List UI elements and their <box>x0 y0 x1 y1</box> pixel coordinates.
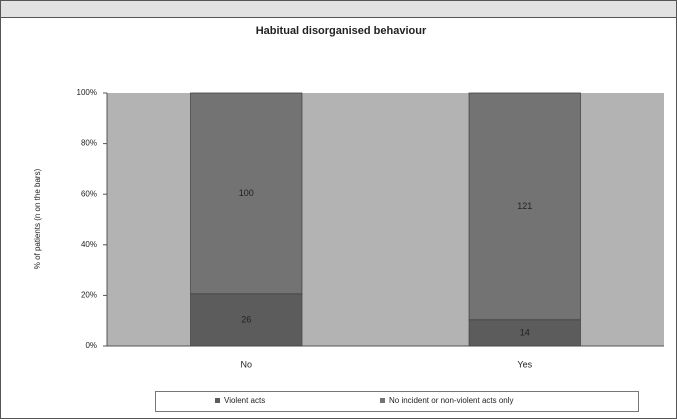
x-tick-label: No <box>240 359 252 369</box>
data-label: 121 <box>517 201 532 211</box>
legend-swatch <box>380 398 385 403</box>
data-label: 100 <box>239 188 254 198</box>
bar-segment <box>190 293 303 347</box>
data-label: 26 <box>241 314 251 324</box>
legend-swatch <box>215 398 220 403</box>
y-axis-label: % of patients (n on the bars) <box>33 168 42 269</box>
top-strip <box>0 0 677 18</box>
y-tick-label: 40% <box>81 240 97 249</box>
y-tick-label: 20% <box>81 291 97 300</box>
legend-label: Violent acts <box>224 396 265 405</box>
y-tick-label: 60% <box>81 189 97 198</box>
y-tick-label: 100% <box>77 88 97 97</box>
x-tick-label: Yes <box>517 359 532 369</box>
y-tick-label: 0% <box>85 341 97 350</box>
bar-segment <box>468 319 581 347</box>
legend-label: No incident or non-violent acts only <box>389 396 514 405</box>
legend-box <box>155 391 639 412</box>
bar-segment <box>190 92 303 295</box>
bar-segment <box>468 92 581 321</box>
y-tick-label: 80% <box>81 139 97 148</box>
data-label: 14 <box>520 327 530 337</box>
chart-title: Habitual disorganised behaviour <box>256 25 427 37</box>
